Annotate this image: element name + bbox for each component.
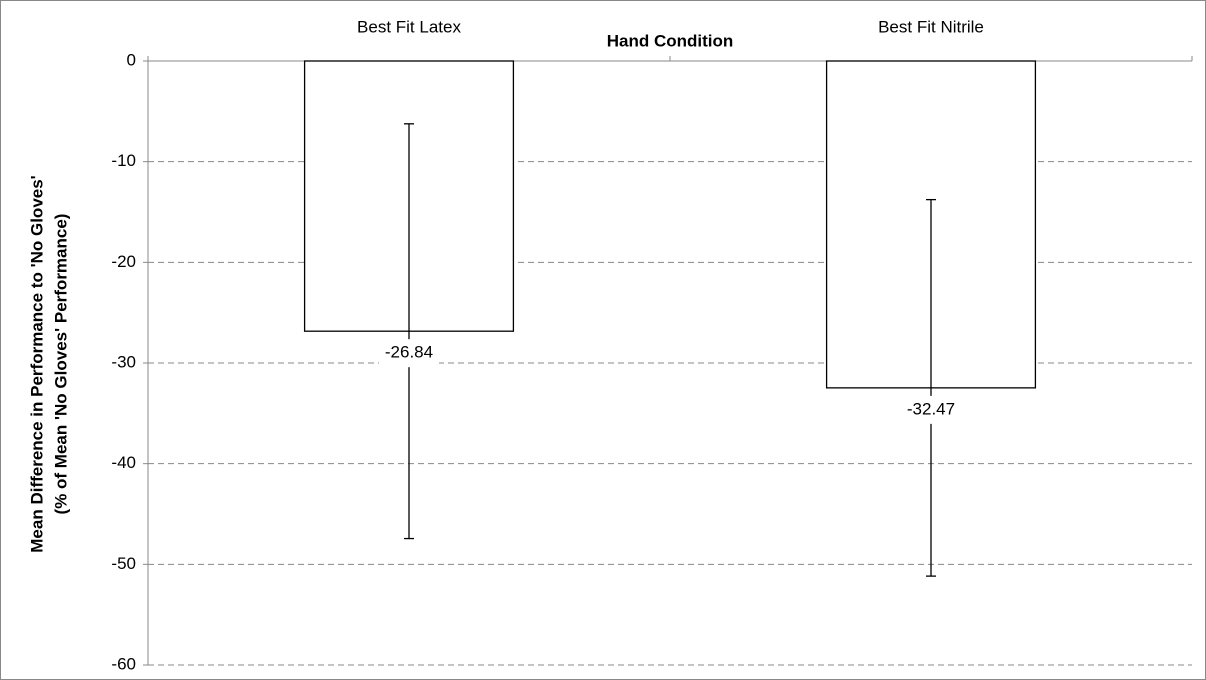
value-label: -26.84: [385, 343, 433, 362]
y-tick-label: 0: [127, 50, 136, 69]
value-label-bg: [379, 339, 439, 368]
y-tick-label: -10: [111, 151, 136, 170]
value-label: -32.47: [907, 399, 955, 418]
x-axis-title: Hand Condition: [607, 31, 734, 50]
x-tick-label: Best Fit Latex: [357, 17, 461, 36]
y-tick-label: -60: [111, 654, 136, 673]
y-tick-label: -40: [111, 453, 136, 472]
error-bar: [404, 123, 414, 540]
error-bar: [926, 198, 936, 577]
y-tick-label: -20: [111, 252, 136, 271]
y-axis-title: (% of Mean 'No Gloves' Performance): [51, 214, 70, 515]
y-axis-title: Mean Difference in Performance to 'No Gl…: [27, 175, 46, 552]
value-label-bg: [901, 395, 961, 424]
y-tick-label: -50: [111, 554, 136, 573]
x-tick-label: Best Fit Nitrile: [878, 17, 984, 36]
y-tick-label: -30: [111, 352, 136, 371]
